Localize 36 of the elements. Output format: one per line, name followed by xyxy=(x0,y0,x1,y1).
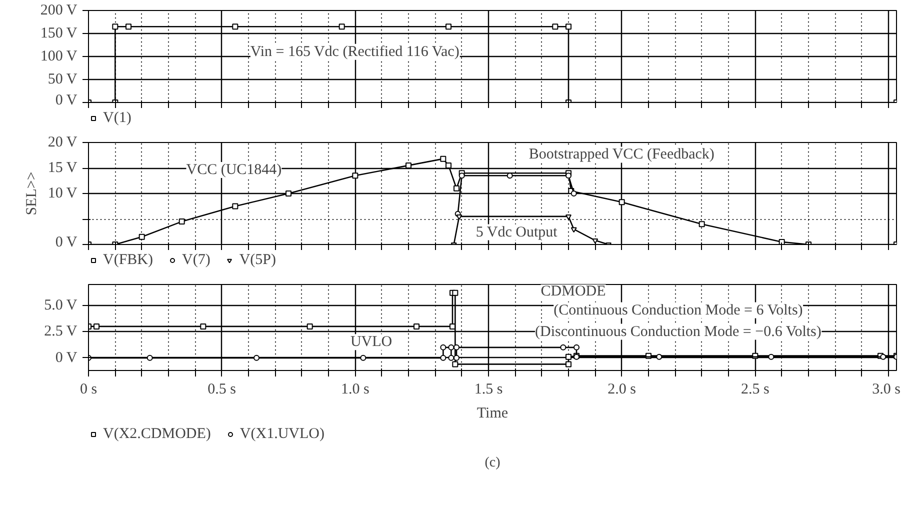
y-tick-label: 100 V xyxy=(40,48,78,64)
legend-label: V(FBK) xyxy=(103,252,154,268)
y-tick-label: 0 V xyxy=(55,92,78,108)
annotation: CDMODE xyxy=(540,283,606,300)
x-tick-label: 2.5 s xyxy=(741,382,770,398)
y-tick-label: 15 V xyxy=(48,160,78,176)
y-tick-label: 200 V xyxy=(40,2,78,18)
annotation: Bootstrapped VCC (Feedback) xyxy=(528,146,714,163)
annotation: 5 Vdc Output xyxy=(476,224,558,240)
x-tick-label: 1.0 s xyxy=(341,382,370,398)
legend-label: V(7) xyxy=(182,252,210,268)
x-tick-label: 2.0 s xyxy=(608,382,636,398)
y-tick-label: 20 V xyxy=(48,134,78,150)
text: (c) xyxy=(484,456,501,470)
y-tick-label: 150 V xyxy=(40,26,78,42)
x-axis-title: Time xyxy=(476,406,508,422)
y-axis-title: SEL>> xyxy=(24,172,40,216)
y-tick-label: 0 V xyxy=(55,350,78,366)
y-tick-label: 50 V xyxy=(48,72,78,88)
x-tick-label: 0 s xyxy=(80,382,98,398)
x-tick-label: 3.0 s xyxy=(872,382,901,398)
annotation: VCC (UC1844) xyxy=(186,162,282,178)
annotation: UVLO xyxy=(350,334,392,350)
legend-label: V(1) xyxy=(103,110,132,126)
annotation: (Continuous Conduction Mode = 6 Volts) xyxy=(554,302,803,318)
y-tick-label: 10 V xyxy=(48,186,78,202)
legend-label: V(X1.UVLO) xyxy=(240,426,324,442)
x-tick-label: 1.5 s xyxy=(474,382,503,398)
annotation: (Discontinuous Conduction Mode = −0.6 Volts) xyxy=(535,324,822,340)
y-tick-label: 0 V xyxy=(55,234,78,250)
annotation: Vin = 165 Vdc (Rectified 116 Vac) xyxy=(250,44,460,60)
y-tick-label: 2.5 V xyxy=(44,324,78,340)
legend-label: V(X2.CDMODE) xyxy=(103,426,211,442)
legend-label: V(5P) xyxy=(239,252,276,268)
x-tick-label: 0.5 s xyxy=(208,382,236,398)
y-tick-label: 5.0 V xyxy=(44,297,78,314)
